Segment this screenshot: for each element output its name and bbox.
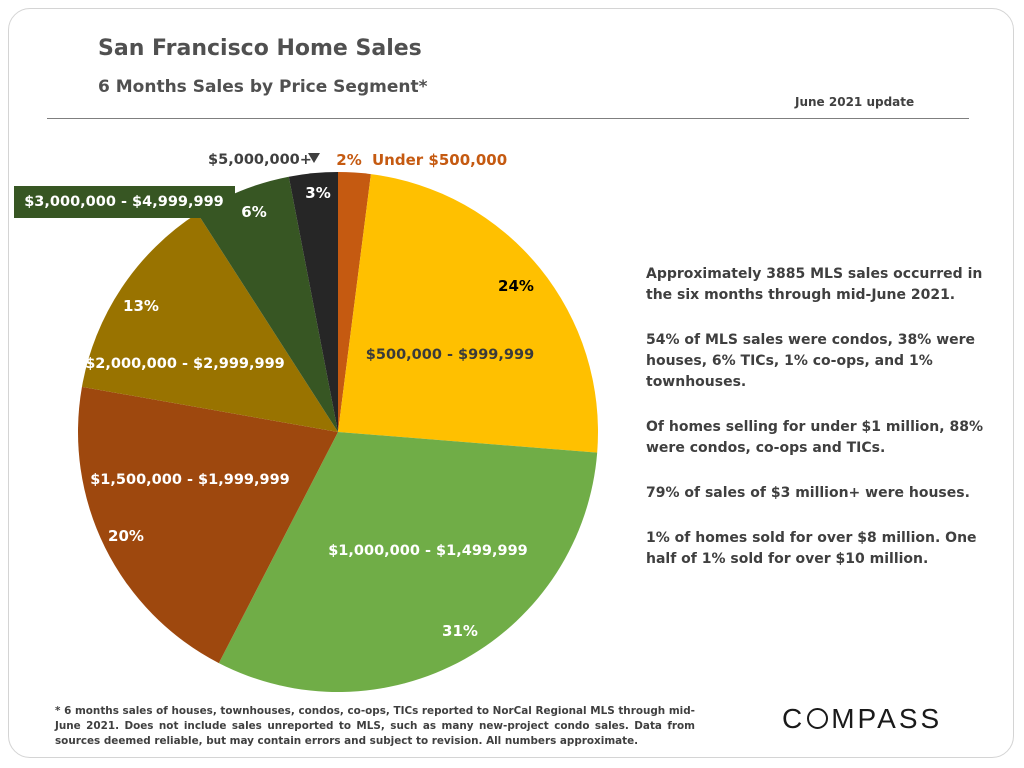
category-label-under-500-000: Under $500,000 — [372, 151, 507, 169]
pie-labels: Under $500,000 2% $500,000 - $999,999 24% $1… — [14, 151, 534, 640]
percent-label-1-500-000-1-999-999: 20% — [108, 527, 144, 545]
pie-slice-under-500-000 — [338, 172, 371, 432]
page-subtitle: 6 Months Sales by Price Segment* — [98, 77, 428, 97]
category-label-500-000-999-999: $500,000 - $999,999 — [366, 347, 534, 363]
category-label-1-500-000-1-999-999: $1,500,000 - $1,999,999 — [90, 472, 290, 488]
pie-slice-1-500-000-1-999-999 — [77, 386, 339, 664]
pie-slice-3-000-000-4-999-999 — [197, 176, 338, 432]
category-label-2-000-000-2-999-999: $2,000,000 - $2,999,999 — [85, 356, 285, 372]
note-5: 1% of homes sold for over $8 million. On… — [646, 530, 977, 567]
percent-label-500-000-999-999: 24% — [498, 277, 534, 295]
category-label-3-000-000-4-999-999: $3,000,000 - $4,999,999 — [24, 194, 224, 210]
notes-panel: Approximately 3885 MLS sales occurred in… — [646, 264, 986, 594]
category-label-1-000-000-1-499-999: $1,000,000 - $1,499,999 — [328, 543, 528, 559]
compass-logo: C MPASS — [782, 703, 943, 734]
footnote: * 6 months sales of houses, townhouses, … — [55, 705, 695, 747]
note-3: Of homes selling for under $1 million, 8… — [646, 419, 983, 456]
pie-slice-2-000-000-2-999-999 — [81, 213, 338, 432]
note-1: Approximately 3885 MLS sales occurred in… — [646, 266, 983, 303]
pie-slice-1-000-000-1-499-999 — [218, 432, 598, 693]
pie-slice-5-000-000 — [288, 172, 338, 432]
pie-slices — [77, 172, 598, 693]
note-4: 79% of sales of $3 million+ were houses. — [646, 485, 970, 501]
percent-label-3-000-000-4-999-999: 6% — [241, 203, 266, 221]
pie-slice-500-000-999-999 — [338, 174, 598, 453]
update-date: June 2021 update — [795, 95, 915, 109]
slide-frame — [8, 8, 1014, 758]
percent-label-2-000-000-2-999-999: 13% — [123, 297, 159, 315]
percent-label-1-000-000-1-499-999: 31% — [442, 622, 478, 640]
label-box-3m-5m — [14, 186, 235, 218]
category-label-5-000-000: $5,000,000+ — [208, 152, 312, 168]
pointer-arrow-icon — [308, 153, 320, 163]
page-title: San Francisco Home Sales — [98, 36, 422, 61]
percent-label-5-000-000: 3% — [305, 184, 330, 202]
header-divider — [47, 118, 969, 119]
percent-label-under-500-000: 2% — [336, 151, 361, 169]
note-2: 54% of MLS sales were condos, 38% were h… — [646, 332, 976, 390]
